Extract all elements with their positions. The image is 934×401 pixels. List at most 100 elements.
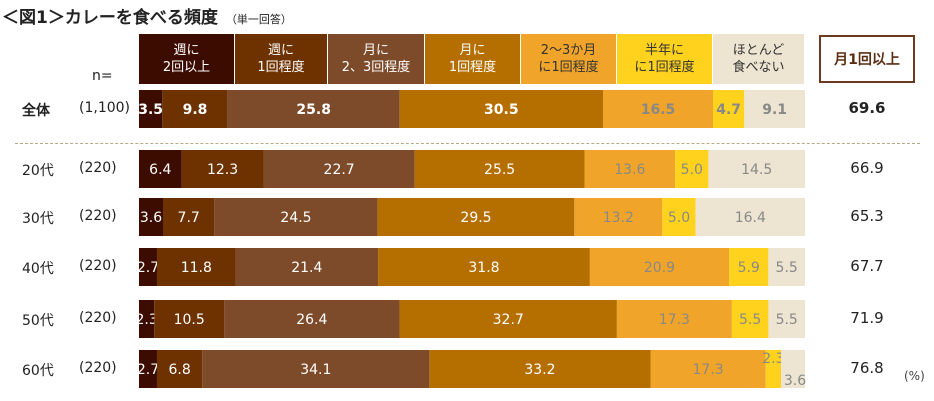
bar-segment [162, 90, 228, 128]
legend-item-line: 半年に [644, 43, 684, 58]
data-label: 31.8 [468, 260, 499, 276]
row-n: (220) [79, 208, 117, 224]
legend-item-line: に1回程度 [634, 60, 695, 75]
data-label: 2.3 [136, 312, 158, 328]
data-label: 3.6 [784, 373, 806, 389]
bar-segment [584, 150, 676, 188]
row-summary-value: 66.9 [850, 159, 884, 177]
legend-item-line: ほとんど [732, 43, 785, 58]
separator-line [15, 143, 920, 144]
legend-item-line: に1回程度 [538, 60, 599, 75]
bar-segment [768, 248, 805, 286]
bar-segment [616, 300, 732, 338]
data-label: 29.5 [460, 210, 491, 226]
bar-segment [662, 198, 696, 236]
bar-segment [263, 150, 415, 188]
data-label: 4.7 [716, 102, 741, 118]
data-label: 33.2 [524, 362, 555, 378]
row-n: (220) [79, 360, 117, 376]
legend-item-line: 2、3回程度 [341, 60, 411, 75]
data-label: 22.7 [324, 162, 355, 178]
bar-segment [139, 90, 163, 128]
bar-segment [399, 90, 603, 128]
data-label: 3.5 [138, 102, 163, 118]
row-summary-value: 71.9 [850, 309, 884, 327]
data-label: 11.8 [181, 260, 212, 276]
row-summary-value: 67.7 [850, 257, 884, 275]
bar-segment [429, 350, 651, 388]
n-header: n= [92, 68, 113, 84]
data-label: 2.7 [137, 260, 159, 276]
bar-segment [414, 150, 585, 188]
data-label: 16.5 [641, 102, 676, 118]
row-label: 30代 [22, 211, 54, 227]
legend-item-line: 食べない [732, 60, 785, 75]
data-label: 13.2 [603, 210, 634, 226]
unit-label: (%) [904, 369, 925, 383]
data-label: 21.4 [291, 260, 322, 276]
bar-segment [713, 90, 745, 128]
row-label: 20代 [22, 163, 54, 179]
row-label: 60代 [22, 363, 54, 379]
data-label: 5.0 [668, 210, 690, 226]
bar-segment [744, 90, 805, 128]
data-label: 9.1 [762, 102, 787, 118]
data-label: 5.5 [776, 312, 798, 328]
summary-header: 月1回以上 [819, 35, 915, 83]
legend-item-line: 2～3か月 [540, 43, 597, 58]
data-label: 13.6 [614, 162, 645, 178]
row-label: 40代 [22, 261, 54, 277]
legend-item-line: 週に [173, 43, 200, 58]
row-summary-value: 65.3 [850, 207, 884, 225]
bar-segment [163, 198, 215, 236]
data-label: 7.7 [178, 210, 200, 226]
row-n: (220) [79, 160, 117, 176]
chart-title: ＜図1＞カレーを食べる頻度 （単一回答） [2, 3, 292, 28]
data-label: 5.9 [738, 260, 760, 276]
row-summary-value: 76.8 [850, 359, 884, 377]
bar-segment [768, 300, 805, 338]
row-n: (220) [79, 258, 117, 274]
bar-segment [589, 248, 730, 286]
bar-segment [139, 198, 163, 236]
bar-segment [139, 248, 157, 286]
data-label: 14.5 [741, 162, 772, 178]
legend-item-line: 月に [459, 43, 486, 58]
data-label: 5.5 [776, 260, 798, 276]
legend-item-line: 週に [267, 43, 294, 58]
bar-segment [378, 248, 590, 286]
bar-segment [139, 150, 182, 188]
bar-segment [202, 350, 430, 388]
data-label: 32.7 [493, 312, 524, 328]
legend-item-3: 月に 2、3回程度 [328, 34, 424, 84]
row-label: 50代 [22, 313, 54, 329]
legend-item-line: 1回程度 [448, 60, 497, 75]
bar-segment [675, 150, 709, 188]
chart-title-text: ＜図1＞カレーを食べる頻度 [2, 8, 218, 28]
bar-segment [235, 248, 379, 286]
data-label: 17.3 [693, 362, 724, 378]
bar-segment [574, 198, 663, 236]
row-label: 全体 [22, 103, 50, 119]
bar-segment [227, 90, 400, 128]
bar-segment [139, 350, 157, 388]
data-label: 30.5 [484, 102, 519, 118]
data-label: 20.9 [644, 260, 675, 276]
bar-segment [731, 300, 769, 338]
row-summary-value: 69.6 [848, 99, 886, 117]
legend-item-line: 1回程度 [257, 60, 305, 75]
legend-item-2: 週に 1回程度 [235, 34, 327, 84]
bar-segment [214, 198, 378, 236]
row-n: (220) [79, 310, 117, 326]
bar-segment [224, 300, 400, 338]
data-label: 25.8 [296, 102, 331, 118]
bar-segment [765, 350, 782, 388]
legend-item-4: 月に 1回程度 [425, 34, 520, 84]
data-label: 5.5 [739, 312, 761, 328]
data-label: 2.7 [137, 362, 159, 378]
bar-segment [695, 198, 805, 236]
bar-segment [603, 90, 713, 128]
data-label: 24.5 [280, 210, 311, 226]
legend-item-line: 月に [362, 43, 389, 58]
